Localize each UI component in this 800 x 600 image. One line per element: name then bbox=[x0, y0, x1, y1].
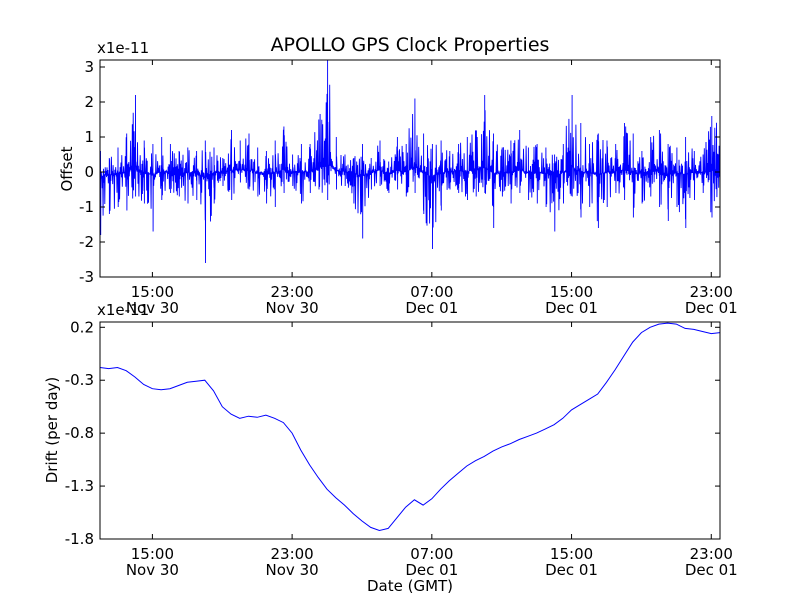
drift-y-axis-label: Drift (per day) bbox=[43, 377, 61, 484]
drift-plot-area bbox=[99, 322, 721, 532]
x-tick-time-label: 15:00 bbox=[550, 283, 593, 301]
y-tick-label: -2 bbox=[79, 233, 94, 251]
x-tick-date-label: Dec 01 bbox=[545, 299, 598, 317]
x-tick-time-label: 23:00 bbox=[690, 545, 733, 563]
x-tick-time-label: 23:00 bbox=[690, 283, 733, 301]
drift-panel: x1e-11 Drift (per day) -1.8 -1.3 -0.8 -0.3 0… bbox=[43, 301, 738, 579]
drift-y-scale-label: x1e-11 bbox=[97, 301, 149, 319]
offset-plot-area bbox=[99, 59, 721, 264]
drift-series-line bbox=[99, 322, 721, 532]
x-axis-label: Date (GMT) bbox=[367, 577, 453, 595]
x-tick-time-label: 07:00 bbox=[410, 545, 453, 563]
y-tick-label: -3 bbox=[79, 268, 94, 286]
x-tick-date-label: Nov 30 bbox=[126, 299, 179, 317]
drift-y-ticks: -1.8 -1.3 -0.8 -0.3 0.2 bbox=[65, 318, 720, 548]
y-tick-label: 0.2 bbox=[70, 318, 94, 336]
x-tick-time-label: 23:00 bbox=[270, 545, 313, 563]
x-tick-date-label: Dec 01 bbox=[685, 299, 738, 317]
offset-axes-frame bbox=[99, 59, 721, 278]
x-tick-date-label: Nov 30 bbox=[266, 299, 319, 317]
y-tick-label: -1.8 bbox=[65, 530, 94, 548]
x-tick-time-label: 07:00 bbox=[410, 283, 453, 301]
x-tick-time-label: 15:00 bbox=[131, 545, 174, 563]
offset-y-ticks: -3 -2 -1 0 1 2 3 bbox=[79, 58, 720, 286]
chart-title: APOLLO GPS Clock Properties bbox=[271, 34, 550, 56]
x-tick-date-label: Nov 30 bbox=[126, 561, 179, 579]
x-tick-date-label: Dec 01 bbox=[545, 561, 598, 579]
x-tick-time-label: 23:00 bbox=[270, 283, 313, 301]
offset-y-scale-label: x1e-11 bbox=[97, 39, 149, 57]
x-tick-time-label: 15:00 bbox=[131, 283, 174, 301]
x-tick-time-label: 15:00 bbox=[550, 545, 593, 563]
y-tick-label: -1.3 bbox=[65, 477, 94, 495]
y-tick-label: -1 bbox=[79, 198, 94, 216]
offset-y-axis-label: Offset bbox=[58, 146, 76, 191]
y-tick-label: -0.3 bbox=[65, 371, 94, 389]
y-tick-label: 1 bbox=[84, 128, 94, 146]
x-tick-date-label: Dec 01 bbox=[405, 299, 458, 317]
x-tick-date-label: Nov 30 bbox=[266, 561, 319, 579]
y-tick-label: 2 bbox=[84, 93, 94, 111]
y-tick-label: -0.8 bbox=[65, 424, 94, 442]
y-tick-label: 0 bbox=[84, 163, 94, 181]
offset-series-line bbox=[99, 59, 721, 264]
drift-axes-frame bbox=[99, 321, 721, 540]
y-tick-label: 3 bbox=[84, 58, 94, 76]
x-tick-date-label: Dec 01 bbox=[405, 561, 458, 579]
x-tick-date-label: Dec 01 bbox=[685, 561, 738, 579]
